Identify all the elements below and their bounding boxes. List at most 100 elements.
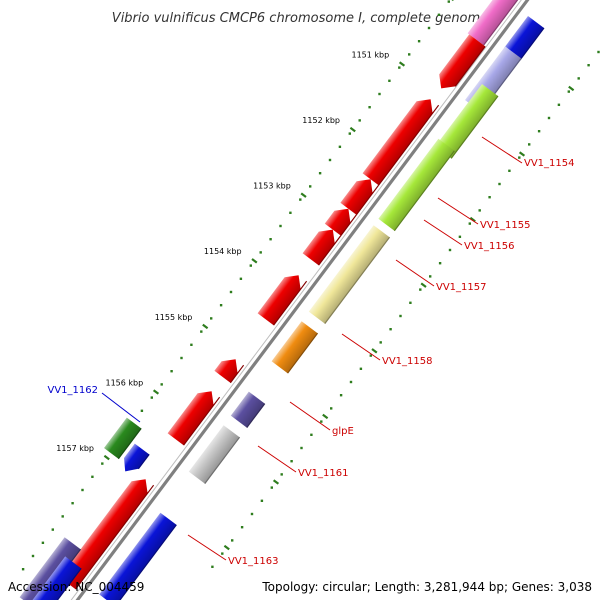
gene-feature-vv1-1163-b-edge [75, 508, 137, 590]
inner-tick-dot [388, 79, 391, 82]
genome-backbone [70, 0, 530, 600]
gene-feature-blue-4-edge [56, 568, 82, 600]
outer-tick-dot [280, 473, 283, 476]
inner-tick-dot [229, 290, 233, 294]
inner-tick-dot [71, 502, 74, 505]
outer-tick-dot [389, 328, 392, 331]
gene-feature-blue-3 [99, 512, 177, 600]
gene-leader-line [341, 333, 381, 361]
gene-feature-glpe [214, 359, 238, 383]
inner-tick-dot [408, 53, 411, 56]
inner-tick-dot [348, 132, 351, 135]
gene-feature-khaki-edge [324, 236, 391, 324]
inner-tick-dot [269, 238, 272, 241]
outer-tick-dot [478, 209, 481, 212]
major-tick [349, 126, 356, 133]
gene-feature-vv1-1161-edge [183, 396, 221, 446]
gene-feature-orange-edge [287, 332, 319, 374]
inner-tick-dot [91, 475, 94, 478]
outer-tick-dot [438, 262, 442, 265]
accession-label: Accession: NC_004459 [8, 580, 145, 594]
gene-label: VV1_1156 [464, 241, 515, 252]
outer-tick-dot [270, 486, 273, 489]
inner-tick-dot [289, 211, 292, 214]
major-tick [420, 282, 427, 288]
gene-feature-gray [188, 425, 240, 484]
gene-feature-blue [504, 16, 544, 60]
outer-tick-dot [448, 248, 452, 252]
inner-tick-dot [358, 119, 361, 122]
gene-feature-lime-2 [378, 138, 455, 231]
gene-feature-pink-edge [483, 0, 519, 46]
outer-tick-dot [419, 288, 422, 291]
outer-tick-dot [300, 446, 303, 450]
inner-tick-dot [447, 0, 450, 3]
major-tick [398, 61, 406, 67]
inner-tick-dot [51, 528, 54, 531]
gene-feature-glpe-edge [229, 364, 245, 384]
inner-tick-dot [338, 145, 342, 148]
gene-label: VV1_1155 [480, 220, 531, 231]
inner-tick-dot [437, 13, 441, 16]
inner-tick-dot [309, 185, 312, 188]
gene-leader-line [289, 401, 331, 431]
outer-tick-dot [528, 143, 531, 146]
gene-feature-slate [230, 391, 265, 428]
outer-tick-dot [557, 103, 561, 106]
gene-feature-blue-4 [32, 556, 82, 600]
gene-feature-blue-edge [519, 27, 545, 61]
gene-feature-lime [435, 84, 498, 159]
genome-summary: Topology: circular; Length: 3,281,944 bp… [262, 580, 592, 594]
gene-label: VV1_1157 [436, 282, 487, 293]
inner-tick-dot [150, 396, 153, 399]
gene-feature-slate-2 [19, 537, 81, 600]
major-tick [568, 85, 575, 92]
gene-feature-vv1-1158-edge [273, 280, 308, 326]
major-tick [469, 216, 476, 223]
outer-tick-dot [429, 275, 432, 278]
backbone-line [75, 0, 530, 600]
gene-feature-vv1-1154 [362, 99, 433, 186]
major-tick [300, 192, 307, 198]
inner-tick-dot [299, 198, 302, 201]
outer-tick-dot [409, 301, 412, 304]
gene-leader-line [481, 136, 523, 164]
outer-tick-dot [488, 196, 491, 199]
outer-tick-dot [260, 499, 264, 502]
major-tick [272, 479, 280, 485]
inner-tick-dot [328, 158, 332, 162]
gene-feature-pink [467, 0, 518, 46]
inner-tick-dot [200, 330, 203, 333]
outer-tick-dot [359, 367, 363, 370]
gene-feature-blue-2 [124, 443, 150, 472]
inner-tick-dot [41, 541, 45, 544]
outer-tick-dot [518, 156, 521, 159]
inner-tick-dot [21, 568, 25, 571]
gene-feature-vv1-1155 [340, 179, 373, 215]
gene-feature-lime-edge [450, 95, 499, 159]
tick-label: 1151 kbp [351, 50, 389, 59]
gene-leader-line [101, 392, 141, 423]
inner-tick-dot [170, 370, 173, 373]
inner-tick-dot [180, 356, 183, 360]
gene-feature-vv1-1154-edge [378, 104, 440, 186]
gene-feature-gray-edge [204, 436, 241, 484]
major-tick [152, 389, 160, 395]
gene-feature-green [104, 417, 142, 459]
inner-tick-dot [81, 488, 84, 492]
gene-feature-vv1-1157 [302, 229, 335, 266]
inner-tick-dot [279, 224, 282, 228]
gene-feature-vv1-1156-edge [340, 214, 357, 236]
outer-tick-dot [587, 64, 590, 67]
tick-dots [21, 0, 600, 571]
outer-tick-dot [290, 460, 293, 463]
inner-tick-dot [31, 554, 35, 558]
gene-leader-line [423, 219, 463, 246]
outer-tick-dot [330, 407, 333, 410]
gene-feature-red-edge [454, 46, 486, 87]
outer-tick-dot [498, 182, 501, 186]
gene-leader-line [257, 445, 297, 473]
major-tick [202, 323, 209, 330]
